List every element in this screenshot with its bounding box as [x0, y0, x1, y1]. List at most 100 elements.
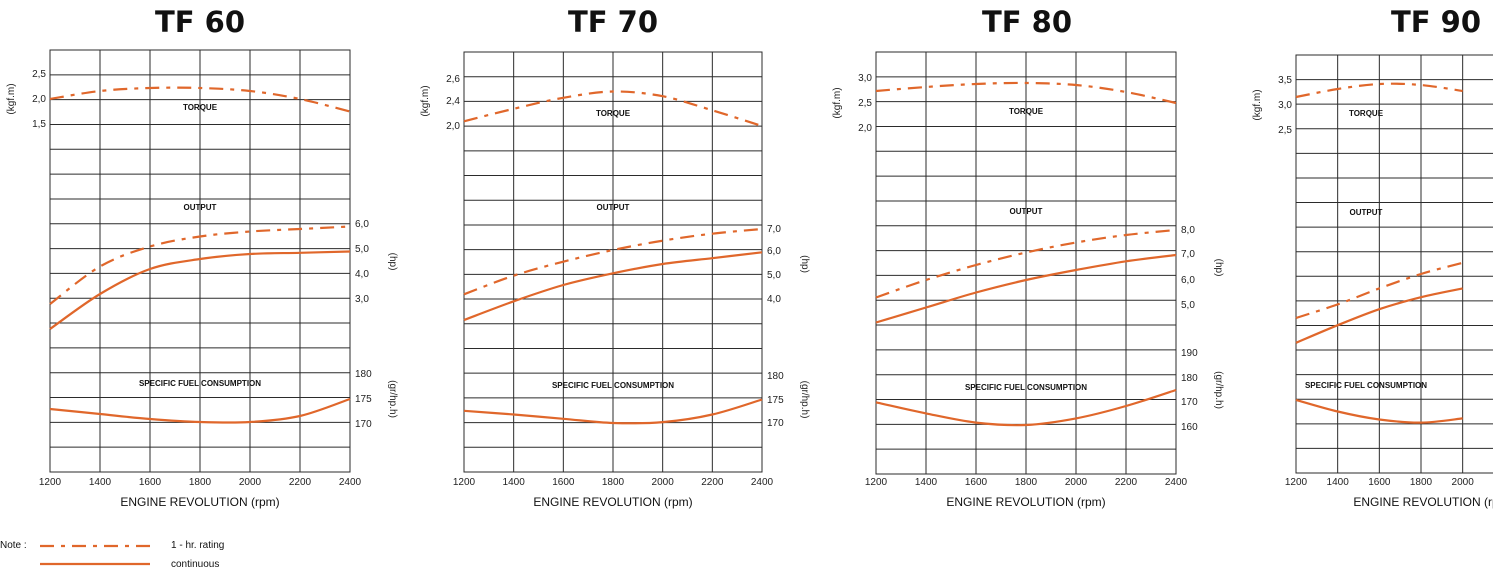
- output-tick-label: 5,0: [1181, 300, 1195, 311]
- x-tick-label: 1800: [189, 477, 212, 488]
- chart-panel-tf-60: TF 60 1200 1400 1600 1800 2000 2200 2400 ENGINE …: [6, 5, 398, 509]
- output-curve-continuous: [1295, 287, 1463, 344]
- sfc-tick-label: 175: [767, 395, 784, 406]
- torque-tick-label: 3,5: [1278, 75, 1292, 86]
- sfc-caption: SPECIFIC FUEL CONSUMPTION: [139, 379, 261, 388]
- x-tick-label: 2200: [289, 477, 312, 488]
- torque-axis-label: (kgf.m): [832, 87, 843, 118]
- torque-curve-one-hour-rating: [463, 90, 763, 128]
- grid: [1295, 54, 1493, 474]
- torque-tick-label: 3,0: [1278, 100, 1292, 111]
- x-tick-label: 1400: [503, 477, 526, 488]
- x-axis-title: ENGINE REVOLUTION (rpm): [533, 495, 692, 509]
- output-curve-continuous: [463, 251, 763, 322]
- x-axis-title: ENGINE REVOLUTION (rpm): [1353, 495, 1493, 509]
- torque-tick-label: 3,0: [858, 73, 872, 84]
- grid: [875, 51, 1177, 475]
- torque-tick-label: 2,5: [858, 98, 872, 109]
- torque-caption: TORQUE: [1009, 107, 1044, 116]
- x-axis-title: ENGINE REVOLUTION (rpm): [120, 495, 279, 509]
- sfc-curve-continuous: [49, 397, 351, 424]
- x-tick-label: 2000: [1065, 477, 1088, 488]
- sfc-curve-continuous: [463, 398, 763, 425]
- x-tick-label: 2400: [1165, 477, 1188, 488]
- x-tick-label: 1200: [39, 477, 62, 488]
- torque-tick-label: 2,0: [32, 94, 46, 105]
- output-tick-label: 3,0: [355, 294, 369, 305]
- x-tick-label: 2400: [339, 477, 362, 488]
- torque-curve-one-hour-rating: [49, 86, 351, 113]
- torque-caption: TORQUE: [183, 103, 218, 112]
- torque-tick-label: 2,0: [858, 123, 872, 134]
- chart-title: TF 60: [155, 5, 245, 39]
- sfc-tick-label: 175: [355, 394, 372, 405]
- legend-label-continuous: continuous: [171, 559, 219, 570]
- legend-label-one-hour-rating: 1 - hr. rating: [171, 540, 224, 551]
- sfc-tick-label: 170: [355, 419, 372, 430]
- output-caption: OUTPUT: [597, 203, 630, 212]
- x-tick-label: 1600: [1368, 477, 1391, 488]
- output-axis-label: (hp): [1213, 259, 1224, 277]
- grid: [49, 49, 351, 473]
- output-tick-label: 7,0: [767, 224, 781, 235]
- x-tick-label: 1400: [915, 477, 938, 488]
- x-tick-label: 2200: [701, 477, 724, 488]
- legend-note: Note : 1 - hr. rating continuous: [0, 540, 224, 570]
- x-tick-label: 1600: [139, 477, 162, 488]
- torque-axis-label: (kgf.m): [1252, 89, 1263, 120]
- torque-axis-label: (kgf.m): [6, 83, 17, 114]
- torque-tick-label: 2,0: [446, 121, 460, 132]
- chart-title: TF 80: [982, 5, 1072, 39]
- torque-tick-label: 2,4: [446, 96, 460, 107]
- sfc-tick-label: 170: [1181, 397, 1198, 408]
- torque-caption: TORQUE: [596, 109, 631, 118]
- output-tick-label: 4,0: [355, 269, 369, 280]
- plot-frame: [1295, 54, 1493, 474]
- sfc-tick-label: 180: [355, 369, 372, 380]
- sfc-axis-label: (gr/hp.h): [799, 381, 810, 419]
- sfc-tick-label: 170: [767, 418, 784, 429]
- x-tick-label: 2000: [652, 477, 675, 488]
- x-tick-label: 1600: [552, 477, 575, 488]
- output-curve-continuous: [875, 253, 1177, 324]
- sfc-caption: SPECIFIC FUEL CONSUMPTION: [552, 381, 674, 390]
- sfc-curve-continuous: [1295, 398, 1463, 424]
- sfc-curve-continuous: [875, 388, 1177, 427]
- sfc-tick-label: 180: [1181, 373, 1198, 384]
- output-tick-label: 6,0: [1181, 275, 1195, 286]
- output-caption: OUTPUT: [1010, 207, 1043, 216]
- output-curve-one-hour-rating: [49, 225, 351, 305]
- sfc-axis-label: (gr/hp.h): [1213, 371, 1224, 409]
- torque-curve-one-hour-rating: [875, 81, 1177, 105]
- output-curve-one-hour-rating: [875, 228, 1177, 299]
- torque-axis-label: (kgf.m): [420, 85, 431, 116]
- x-tick-label: 1400: [89, 477, 112, 488]
- x-tick-label: 2400: [751, 477, 774, 488]
- x-tick-label: 2000: [1452, 477, 1475, 488]
- chart-title: TF 70: [568, 5, 658, 39]
- sfc-tick-label: 160: [1181, 422, 1198, 433]
- x-tick-label: 1800: [602, 477, 625, 488]
- sfc-caption: SPECIFIC FUEL CONSUMPTION: [965, 383, 1087, 392]
- torque-curve-one-hour-rating: [1295, 82, 1463, 99]
- output-axis-label: (hp): [799, 255, 810, 273]
- torque-tick-label: 2,5: [32, 69, 46, 80]
- output-caption: OUTPUT: [184, 203, 217, 212]
- grid: [463, 51, 763, 473]
- output-axis-label: (hp): [387, 253, 398, 271]
- sfc-tick-label: 180: [767, 371, 784, 382]
- x-tick-label: 1600: [965, 477, 988, 488]
- sfc-caption: SPECIFIC FUEL CONSUMPTION: [1305, 381, 1427, 390]
- output-tick-label: 5,0: [355, 244, 369, 255]
- note-label: Note :: [0, 540, 27, 551]
- x-tick-label: 1200: [865, 477, 888, 488]
- output-tick-label: 5,0: [767, 270, 781, 281]
- chart-panel-tf-70: TF 70 1200 1400 1600 1800 2000 2200 2400 ENGINE …: [420, 5, 810, 509]
- output-tick-label: 7,0: [1181, 249, 1195, 260]
- torque-tick-label: 2,5: [1278, 125, 1292, 136]
- chart-panel-tf-90: TF 90 1200 1400 1600 1800 2000 ENGINE REVOLUTI…: [1252, 5, 1493, 509]
- output-tick-label: 6,0: [355, 219, 369, 230]
- x-tick-label: 1800: [1410, 477, 1433, 488]
- sfc-axis-label: (gr/hp.h): [387, 380, 398, 418]
